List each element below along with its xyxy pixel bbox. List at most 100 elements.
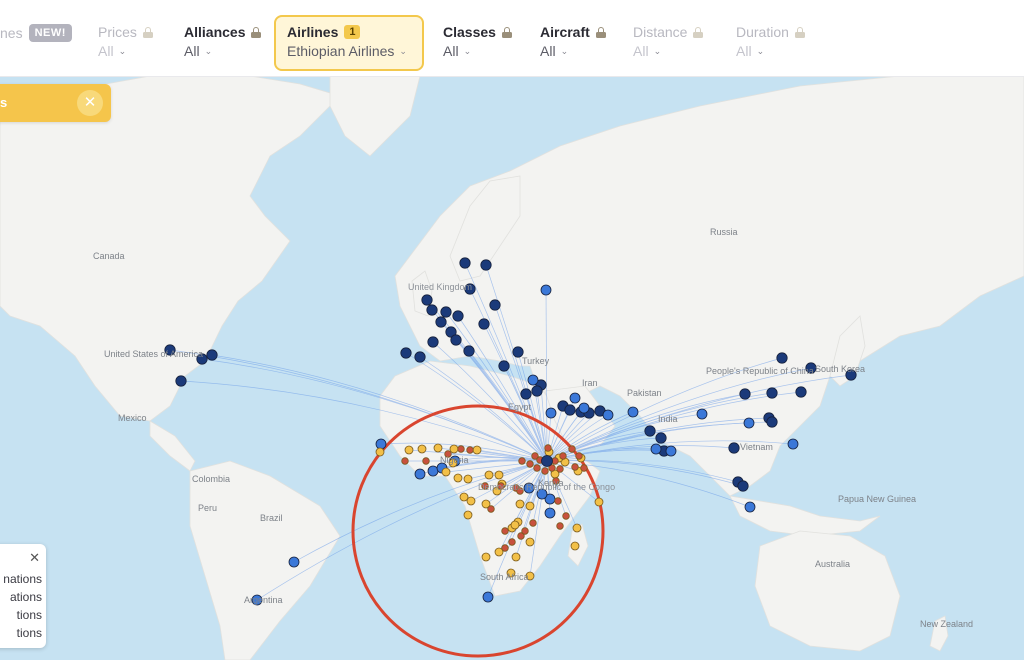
airport-marker[interactable] (536, 488, 548, 500)
airport-marker[interactable] (525, 501, 535, 511)
filter-aircraft[interactable]: Aircraft All ⌄ (528, 15, 618, 71)
airport-marker[interactable] (478, 318, 490, 330)
airport-marker[interactable] (489, 299, 501, 311)
airport-marker[interactable] (481, 552, 491, 562)
airport-marker[interactable] (511, 552, 521, 562)
airport-marker[interactable] (575, 452, 583, 460)
airport-marker[interactable] (175, 375, 187, 387)
airport-marker[interactable] (449, 444, 459, 454)
airport-marker[interactable] (533, 464, 541, 472)
airport-marker[interactable] (559, 452, 567, 460)
filter-airlines[interactable]: Airlines 1 Ethiopian Airlines ⌄ (274, 15, 424, 71)
airport-marker[interactable] (529, 519, 537, 527)
airport-marker[interactable] (728, 442, 740, 454)
airport-marker[interactable] (743, 417, 755, 429)
airport-marker[interactable] (400, 347, 412, 359)
airport-marker[interactable] (501, 527, 509, 535)
airport-marker[interactable] (417, 444, 427, 454)
airport-marker[interactable] (523, 482, 535, 494)
airport-marker[interactable] (545, 407, 557, 419)
airport-marker[interactable] (196, 353, 208, 365)
airport-marker[interactable] (506, 568, 516, 578)
airport-marker[interactable] (556, 522, 564, 530)
airport-marker[interactable] (644, 425, 656, 437)
filter-classes[interactable]: Classes All ⌄ (431, 15, 524, 71)
airport-marker[interactable] (518, 457, 526, 465)
airport-marker[interactable] (481, 499, 491, 509)
airport-marker[interactable] (564, 404, 576, 416)
airport-marker[interactable] (463, 474, 473, 484)
airport-marker[interactable] (554, 497, 562, 505)
airport-marker[interactable] (510, 520, 520, 530)
airport-marker[interactable] (568, 445, 576, 453)
airport-marker[interactable] (414, 351, 426, 363)
airport-marker[interactable] (562, 512, 570, 520)
close-icon[interactable]: ✕ (77, 90, 103, 116)
airport-marker[interactable] (445, 326, 457, 338)
airport-marker[interactable] (448, 458, 458, 468)
airport-marker[interactable] (805, 362, 817, 374)
airport-marker[interactable] (463, 345, 475, 357)
airport-marker[interactable] (206, 349, 218, 361)
airport-marker[interactable] (481, 482, 489, 490)
airport-marker[interactable] (744, 501, 756, 513)
airport-marker[interactable] (421, 294, 433, 306)
filter-distance[interactable]: Distance All ⌄ (621, 15, 715, 71)
airport-marker[interactable] (531, 452, 539, 460)
airport-marker[interactable] (441, 467, 451, 477)
hub-marker[interactable] (541, 455, 553, 467)
airport-marker[interactable] (463, 510, 473, 520)
airport-marker[interactable] (512, 346, 524, 358)
filter-alliances[interactable]: Alliances All ⌄ (172, 15, 273, 71)
airport-marker[interactable] (541, 467, 549, 475)
airport-marker[interactable] (527, 374, 539, 386)
airport-marker[interactable] (795, 386, 807, 398)
airport-marker[interactable] (435, 316, 447, 328)
airport-marker[interactable] (516, 487, 524, 495)
airport-marker[interactable] (414, 468, 426, 480)
airport-marker[interactable] (650, 443, 662, 455)
airport-marker[interactable] (737, 480, 749, 492)
airport-marker[interactable] (845, 369, 857, 381)
airport-marker[interactable] (508, 538, 516, 546)
airport-marker[interactable] (665, 445, 677, 457)
airport-marker[interactable] (776, 352, 788, 364)
airport-marker[interactable] (487, 505, 495, 513)
airport-marker[interactable] (655, 432, 667, 444)
airport-marker[interactable] (427, 336, 439, 348)
airport-marker[interactable] (164, 344, 176, 356)
airport-marker[interactable] (602, 409, 614, 421)
airport-marker[interactable] (288, 556, 300, 568)
world-map-canvas[interactable]: Russia Canada United Kingdom United Stat… (0, 76, 1024, 660)
airport-marker[interactable] (450, 334, 462, 346)
airport-marker[interactable] (472, 445, 482, 455)
airport-marker[interactable] (578, 402, 590, 414)
airport-marker[interactable] (484, 470, 494, 480)
airport-marker[interactable] (525, 571, 535, 581)
airport-marker[interactable] (766, 387, 778, 399)
airport-marker[interactable] (570, 541, 580, 551)
airport-marker[interactable] (544, 444, 552, 452)
airport-marker[interactable] (498, 360, 510, 372)
airport-marker[interactable] (251, 594, 263, 606)
airport-marker[interactable] (501, 544, 509, 552)
airport-marker[interactable] (580, 464, 588, 472)
close-icon[interactable]: ✕ (29, 550, 40, 565)
airport-marker[interactable] (452, 310, 464, 322)
airport-marker[interactable] (552, 477, 560, 485)
airport-marker[interactable] (540, 284, 552, 296)
airport-marker[interactable] (453, 473, 463, 483)
airport-marker[interactable] (787, 438, 799, 450)
airport-marker[interactable] (497, 482, 505, 490)
airport-marker[interactable] (556, 465, 564, 473)
airport-marker[interactable] (459, 257, 471, 269)
airport-marker[interactable] (515, 499, 525, 509)
airport-marker[interactable] (480, 259, 492, 271)
airport-marker[interactable] (520, 388, 532, 400)
filter-duration[interactable]: Duration All ⌄ (724, 15, 817, 71)
airport-marker[interactable] (531, 385, 543, 397)
airport-marker[interactable] (525, 537, 535, 547)
airport-marker[interactable] (766, 416, 778, 428)
airport-marker[interactable] (521, 527, 529, 535)
filter-prices[interactable]: Prices All ⌄ (86, 15, 165, 71)
